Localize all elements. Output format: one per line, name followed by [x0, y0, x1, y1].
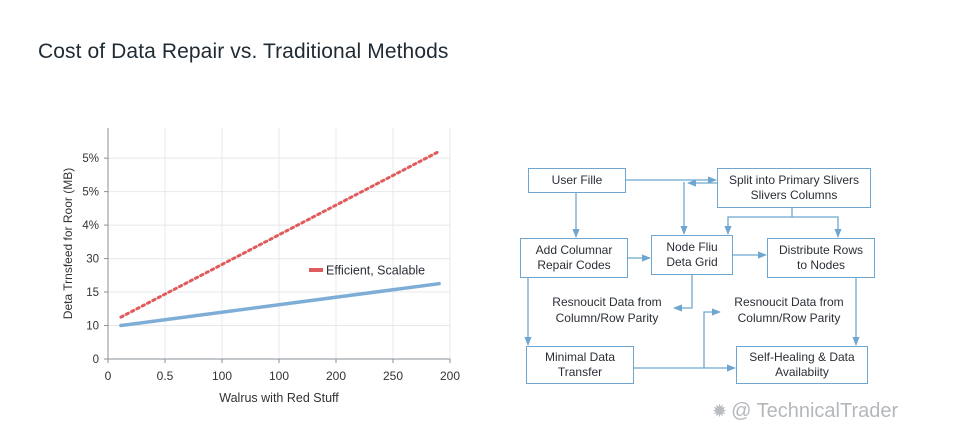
y-tick-label: 5% — [82, 187, 99, 199]
arrow-split-down-left — [724, 208, 793, 235]
node-label: User Fille — [551, 173, 603, 187]
node-add-columnar: Add Columnar Repair Codes — [520, 238, 628, 278]
x-tick-label: 250 — [383, 369, 403, 383]
node-label: Node Fliu Deta Grid — [666, 240, 718, 269]
y-tick-label: 30 — [86, 254, 99, 266]
node-label: Self-Healing & Data Availabiity — [749, 350, 855, 379]
reconstruct-right-label: Resnoucit Data from Column/Row Parity — [734, 295, 844, 325]
y-tick-label: 4% — [82, 220, 99, 232]
node-minimal-transfer: Minimal Data Transfer — [526, 346, 634, 384]
node-user-file: User Fille — [528, 168, 626, 193]
x-tick-label: 100 — [212, 369, 232, 383]
node-label: Split into Primary Slivers Slivers Colum… — [728, 173, 860, 202]
node-split-slivers: Split into Primary Slivers Slivers Colum… — [717, 168, 871, 208]
y-tick-label: 5% — [82, 153, 99, 165]
line-chart: 0 0.5 100 100 200 250 200 0 10 15 30 4% 5% 5% Walrus w… — [61, 128, 460, 405]
reconstruct-left-label: Resnoucit Data from Column/Row Parity — [552, 295, 662, 325]
watermark: ✹ @ TechnicalTrader — [712, 400, 898, 423]
x-tick-label: 0 — [105, 369, 112, 383]
node-label: Minimal Data Transfer — [544, 350, 616, 379]
y-tick-label: 10 — [86, 321, 99, 333]
y-tick-label: 15 — [86, 287, 99, 299]
x-tick-label: 200 — [440, 369, 460, 383]
weibo-icon: ✹ — [712, 401, 728, 421]
node-label: Add Columnar Repair Codes — [535, 243, 613, 272]
legend-label: Efficient, Scalable — [326, 264, 425, 278]
node-label: Distribute Rows to Nodes — [778, 243, 864, 272]
arrow-split-to-distribute — [792, 216, 842, 238]
node-distribute-rows: Distribute Rows to Nodes — [767, 238, 875, 278]
x-tick-label: 0.5 — [157, 369, 174, 383]
x-tick-label: 100 — [269, 369, 289, 383]
series-line-1 — [119, 149, 441, 319]
series-line-2 — [119, 281, 441, 328]
node-grid: Node Fliu Deta Grid — [651, 235, 733, 275]
arrow-grid-to-reconstruct — [673, 275, 693, 312]
y-axis-label: Deta Trnsfeed for Roor (MB) — [61, 168, 75, 319]
watermark-text: @ TechnicalTrader — [731, 400, 899, 422]
node-self-healing: Self-Healing & Data Availabiity — [736, 346, 868, 384]
legend-swatch — [309, 268, 323, 272]
arrow-to-reconstruct-right — [703, 308, 721, 368]
page-title: Cost of Data Repair vs. Traditional Meth… — [38, 40, 449, 63]
x-tick-label: 200 — [326, 369, 346, 383]
y-tick-label: 0 — [93, 354, 99, 366]
x-axis-label: Walrus with Red Stuff — [219, 391, 339, 405]
